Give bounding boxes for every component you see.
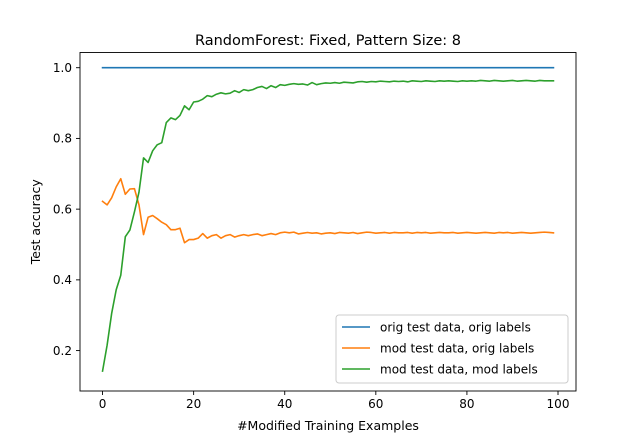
- y-tick-label: 0.4: [53, 273, 72, 287]
- y-axis-label: Test accuracy: [28, 179, 43, 266]
- x-tick-label: 20: [186, 397, 201, 411]
- y-tick-label: 0.2: [53, 344, 72, 358]
- series-line-2: [101, 79, 555, 373]
- y-tick-label: 0.8: [53, 132, 72, 146]
- legend: orig test data, orig labels mod test data…: [335, 314, 569, 384]
- y-tick-label: 0.6: [53, 202, 72, 216]
- x-tick-label: 80: [459, 397, 474, 411]
- x-axis-label: #Modified Training Examples: [237, 418, 419, 433]
- legend-label: mod test data, orig labels: [380, 341, 534, 355]
- x-axis: 0 20 40 60 80 100: [99, 391, 570, 411]
- x-tick-label: 40: [277, 397, 292, 411]
- series-line-1: [101, 177, 555, 244]
- chart-title: RandomForest: Fixed, Pattern Size: 8: [195, 33, 461, 49]
- x-tick-label: 0: [99, 397, 107, 411]
- x-tick-label: 60: [368, 397, 383, 411]
- legend-label: orig test data, orig labels: [380, 320, 531, 334]
- y-tick-label: 1.0: [53, 61, 72, 75]
- x-tick-label: 100: [547, 397, 570, 411]
- plot-frame: [79, 52, 577, 392]
- legend-label: mod test data, mod labels: [380, 362, 538, 376]
- y-axis: 0.2 0.4 0.6 0.8 1.0: [53, 61, 80, 358]
- legend-box: [335, 314, 569, 384]
